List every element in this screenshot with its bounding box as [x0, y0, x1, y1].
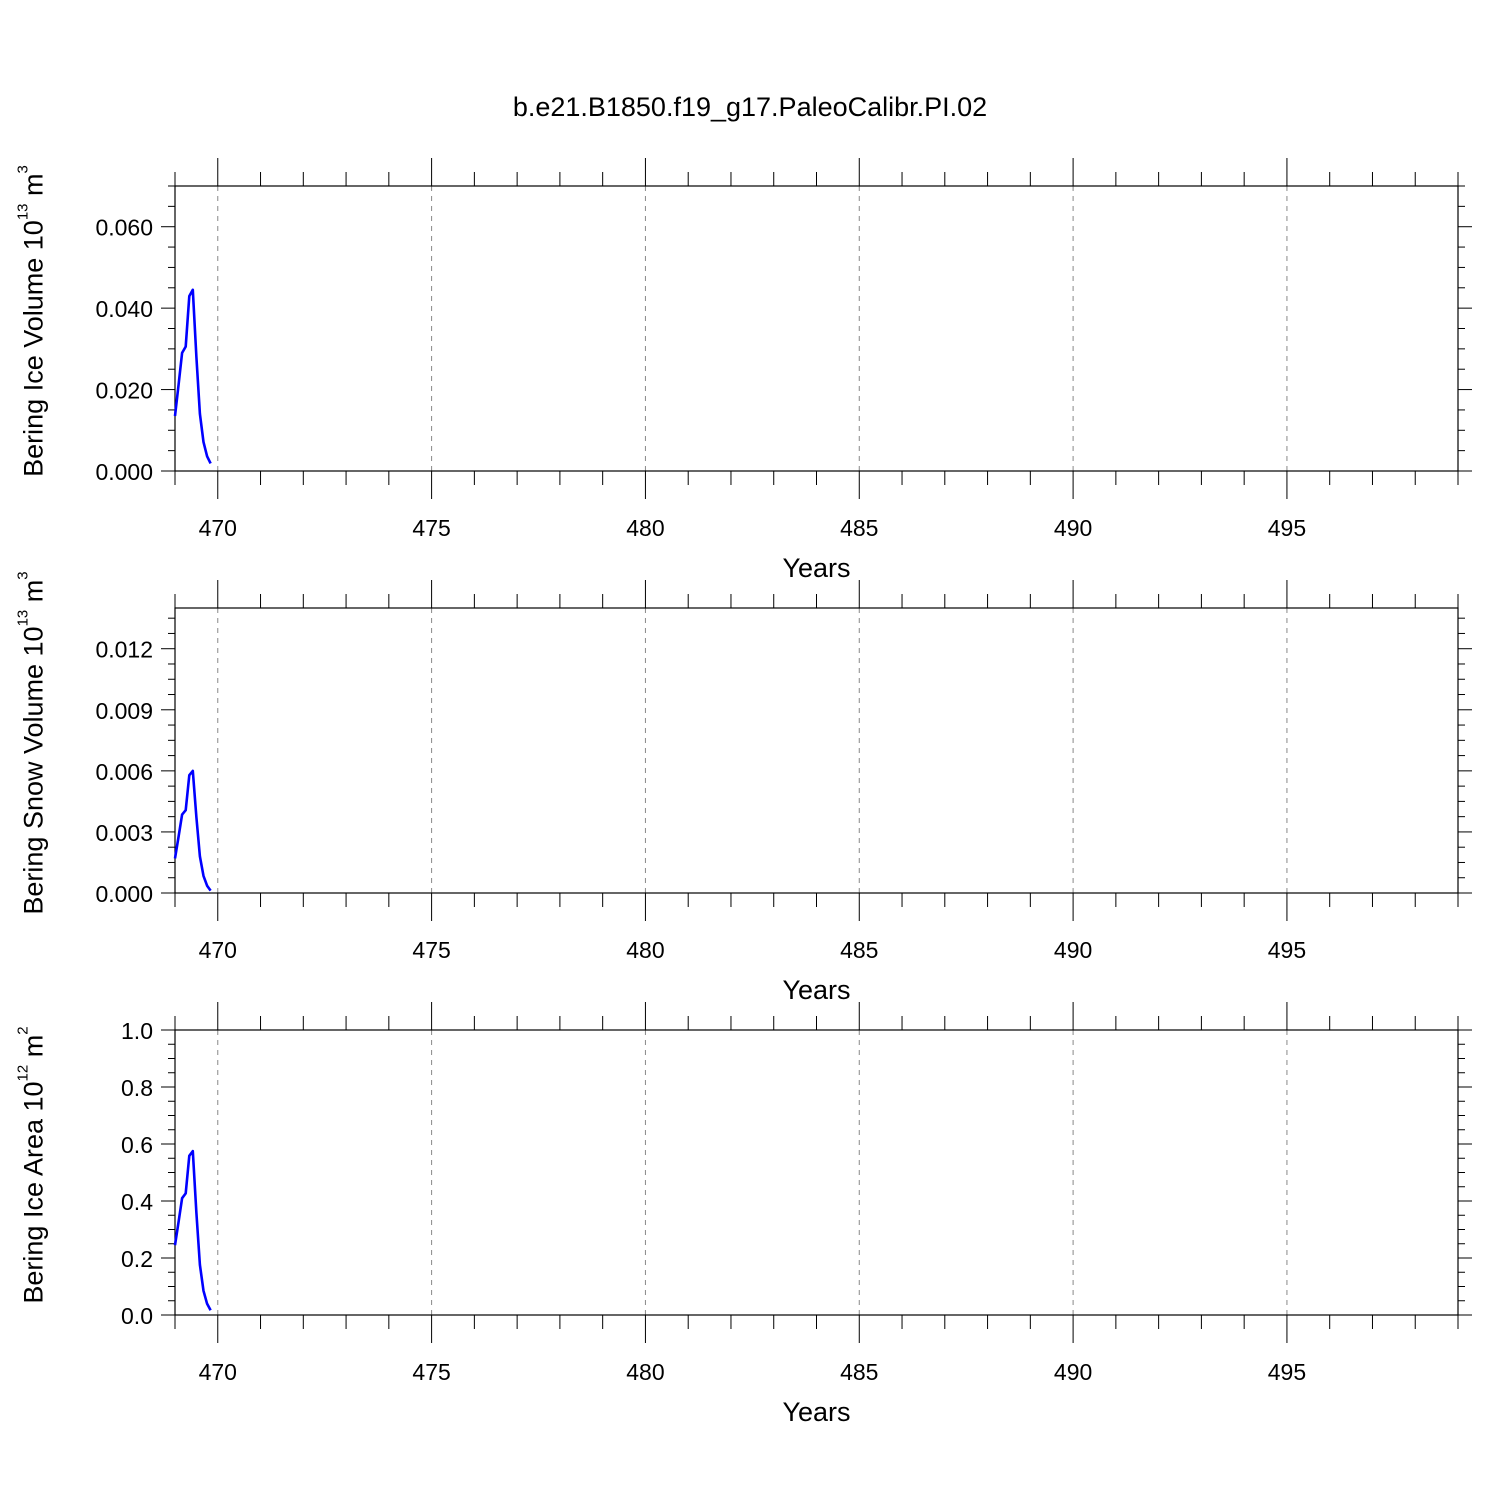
x-axis-label: Years	[782, 1397, 851, 1427]
x-tick-label: 475	[412, 1359, 450, 1385]
y-label-unit-exponent: 3	[14, 164, 32, 173]
y-label-unit: m	[18, 172, 49, 203]
y-label-unit: m	[18, 579, 49, 610]
y-axis-label: Bering Ice Volume 1013 m3	[15, 165, 50, 477]
x-tick-label: 470	[199, 937, 237, 963]
y-tick-label: 0.009	[95, 698, 153, 724]
x-tick-label: 490	[1054, 515, 1092, 541]
y-axis-label: Bering Snow Volume 1013 m3	[15, 571, 50, 915]
y-tick-label: 0.020	[95, 378, 153, 404]
y-tick-label: 0.060	[95, 215, 153, 241]
y-label-unit-exponent: 3	[14, 570, 32, 580]
y-label-exponent: 12	[14, 1064, 32, 1081]
x-tick-label: 470	[199, 1359, 237, 1385]
series-line	[173, 288, 212, 464]
y-tick-label: 0.040	[95, 296, 153, 322]
x-axis-label: Years	[782, 975, 851, 1005]
plot-frame	[174, 607, 1459, 894]
y-label-text: Bering Snow Volume 10	[18, 625, 49, 915]
y-label-exponent: 13	[14, 202, 32, 220]
plot-frame	[174, 185, 1459, 472]
y-tick-label: 0.2	[121, 1246, 153, 1272]
x-tick-label: 485	[840, 937, 878, 963]
panel-3: 0.0 0.2 0.4 0.6 0.8 1.0 470 475 480 485 490 495	[121, 1002, 1472, 1385]
y-tick-label: 0.4	[121, 1189, 153, 1215]
x-axis-label: Years	[782, 553, 851, 583]
series-line	[173, 1149, 212, 1311]
x-tick-label: 480	[626, 1359, 664, 1385]
x-tick-label: 495	[1268, 1359, 1306, 1385]
y-tick-label: 0.000	[95, 881, 153, 907]
y-label-text: Bering Ice Area 10	[18, 1080, 49, 1304]
x-tick-label: 475	[412, 937, 450, 963]
y-tick-label: 0.8	[121, 1075, 153, 1101]
y-tick-label: 0.6	[121, 1132, 153, 1158]
x-tick-label: 495	[1268, 515, 1306, 541]
x-tick-label: 480	[626, 937, 664, 963]
panel-2: 0.000 0.003 0.006 0.009 0.012 470 475 480 485 490…	[95, 580, 1472, 963]
y-axis-label: Bering Ice Area 1012 m2	[15, 1026, 50, 1304]
x-tick-label: 470	[199, 515, 237, 541]
y-tick-label: 0.006	[95, 759, 153, 785]
chart-title: b.e21.B1850.f19_g17.PaleoCalibr.PI.02	[512, 92, 988, 122]
series-line	[173, 769, 212, 892]
x-tick-label: 485	[840, 515, 878, 541]
y-tick-label: 0.0	[121, 1303, 153, 1329]
x-tick-label: 485	[840, 1359, 878, 1385]
y-tick-label: 0.012	[95, 637, 153, 663]
panel-1: 0.000 0.020 0.040 0.060 470 475 480 485 490 495	[95, 158, 1472, 541]
y-tick-label: 0.000	[95, 459, 153, 485]
y-tick-label: 1.0	[121, 1018, 153, 1044]
y-label-text: Bering Ice Volume 10	[18, 219, 49, 477]
y-label-exponent: 13	[14, 609, 32, 626]
x-tick-label: 490	[1054, 937, 1092, 963]
x-tick-label: 480	[626, 515, 664, 541]
x-tick-label: 475	[412, 515, 450, 541]
y-tick-label: 0.003	[95, 820, 153, 846]
y-label-unit: m	[18, 1034, 49, 1065]
plot-frame	[174, 1029, 1459, 1316]
y-label-unit-exponent: 2	[14, 1025, 32, 1035]
x-tick-label: 490	[1054, 1359, 1092, 1385]
x-tick-label: 495	[1268, 937, 1306, 963]
